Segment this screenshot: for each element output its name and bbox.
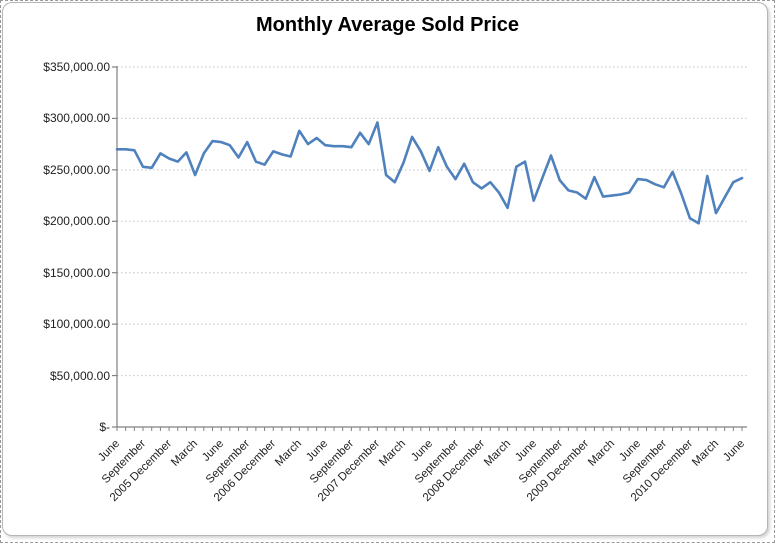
y-axis-tick-label: $300,000.00: [43, 111, 110, 126]
chart-title: Monthly Average Sold Price: [255, 14, 520, 36]
y-axis-tick-label: $-: [99, 420, 110, 434]
y-axis-tick-label: $100,000.00: [43, 317, 110, 332]
y-axis-tick-label: $250,000.00: [43, 162, 110, 177]
price-line-series: [115, 121, 744, 225]
y-axis-tick-label: $200,000.00: [43, 214, 110, 229]
y-axis-tick-label: $50,000.00: [49, 368, 110, 383]
chart-border-frame: [2, 2, 768, 536]
y-axis-tick-label: $350,000.00: [43, 60, 110, 74]
y-axis-tick-label: $150,000.00: [43, 265, 110, 280]
